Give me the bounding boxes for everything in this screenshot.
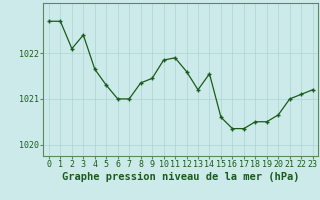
X-axis label: Graphe pression niveau de la mer (hPa): Graphe pression niveau de la mer (hPa): [62, 172, 300, 182]
